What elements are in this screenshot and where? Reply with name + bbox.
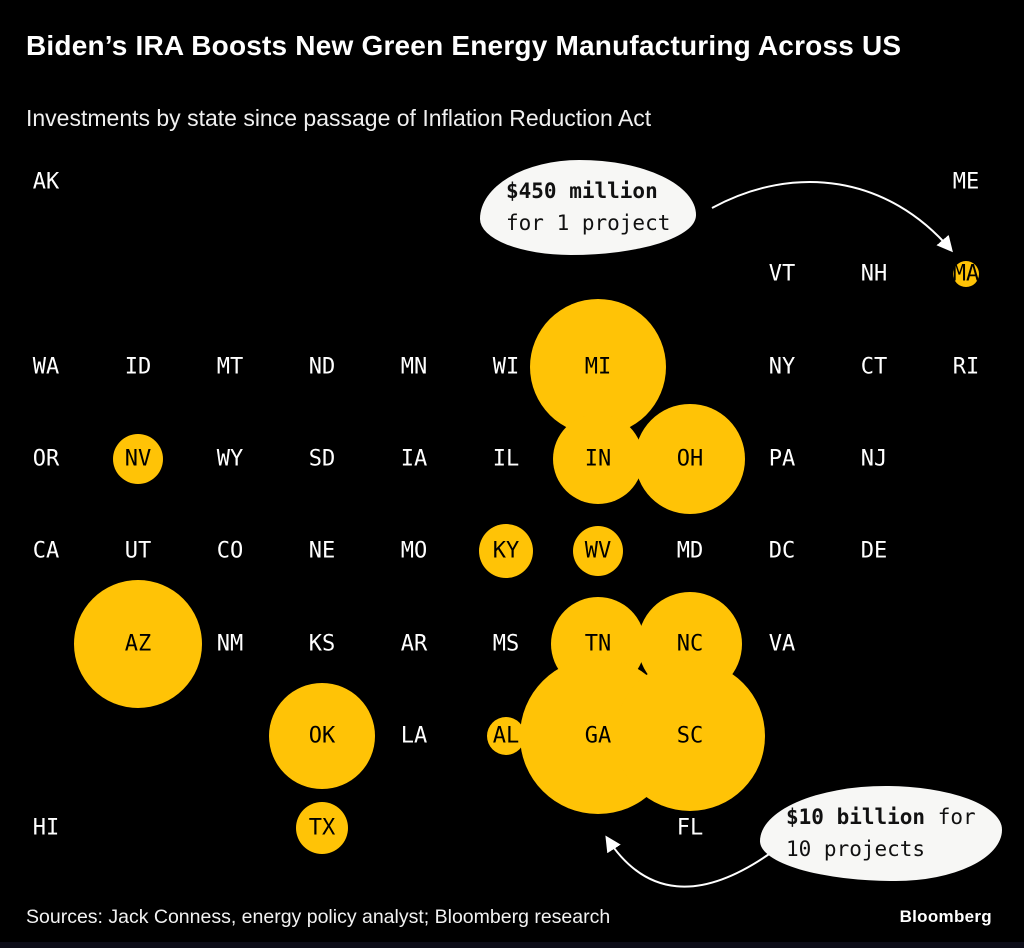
state-label-hi: HI xyxy=(32,815,60,841)
state-label-ga: GA xyxy=(584,723,612,749)
state-label-tx: TX xyxy=(308,815,336,841)
investment-bubble-wv xyxy=(573,526,623,577)
state-label-in: IN xyxy=(584,446,612,472)
bottom-strip xyxy=(0,942,1024,948)
investment-bubble-ok xyxy=(269,682,375,789)
annotation-ga-for: for xyxy=(925,805,976,829)
state-label-ks: KS xyxy=(308,631,336,656)
state-label-ia: IA xyxy=(400,446,428,472)
annotation-ga-detail: 10 projects xyxy=(786,836,926,861)
state-label-wv: WV xyxy=(584,538,612,564)
state-label-nd: ND xyxy=(308,354,336,380)
state-label-ms: MS xyxy=(492,631,520,656)
state-label-ar: AR xyxy=(400,631,428,656)
state-label-pa: PA xyxy=(768,446,796,472)
state-label-mi: MI xyxy=(584,354,612,380)
state-label-ak: AK xyxy=(32,169,60,195)
investment-bubble-tx xyxy=(296,802,348,855)
investment-bubble-ky xyxy=(479,524,533,579)
state-label-oh: OH xyxy=(676,446,704,472)
state-label-va: VA xyxy=(768,631,796,656)
state-label-ok: OK xyxy=(308,723,336,749)
annotation-callout-ma: $450 million for 1 project xyxy=(480,160,697,255)
state-label-wi: WI xyxy=(492,354,520,380)
state-label-dc: DC xyxy=(768,538,796,564)
bloomberg-logo: Bloomberg xyxy=(899,907,992,926)
state-label-tn: TN xyxy=(584,631,612,656)
state-label-il: IL xyxy=(492,446,520,472)
state-label-la: LA xyxy=(400,723,428,749)
state-label-mn: MN xyxy=(400,354,428,380)
annotation-ga-amount: $10 billion xyxy=(786,805,926,829)
investment-bubble-az xyxy=(74,579,202,708)
state-label-ca: CA xyxy=(32,538,60,564)
state-label-or: OR xyxy=(32,446,60,472)
state-label-vt: VT xyxy=(768,261,796,287)
state-label-az: AZ xyxy=(124,631,152,656)
state-label-nc: NC xyxy=(676,631,704,656)
state-label-nh: NH xyxy=(860,261,888,287)
investment-bubble-sc xyxy=(615,660,765,811)
state-label-wa: WA xyxy=(32,354,60,380)
state-label-nm: NM xyxy=(216,631,244,656)
investment-bubble-mi xyxy=(530,298,666,435)
state-label-me: ME xyxy=(952,169,980,195)
investment-bubble-in xyxy=(553,413,643,504)
annotation-callout-ga: $10 billion for 10 projects xyxy=(760,786,1002,881)
state-label-ct: CT xyxy=(860,354,888,380)
state-label-ut: UT xyxy=(124,538,152,564)
state-label-ri: RI xyxy=(952,354,980,380)
state-label-mo: MO xyxy=(400,538,428,564)
state-label-nv: NV xyxy=(124,446,152,472)
investment-bubble-oh xyxy=(635,403,745,514)
state-label-ky: KY xyxy=(492,538,520,564)
investment-bubble-al xyxy=(487,716,525,755)
state-label-de: DE xyxy=(860,538,888,564)
state-label-mt: MT xyxy=(216,354,244,380)
sources-note: Sources: Jack Conness, energy policy ana… xyxy=(26,906,611,928)
state-label-md: MD xyxy=(676,538,704,564)
chart-title: Biden’s IRA Boosts New Green Energy Manu… xyxy=(26,30,902,61)
annotation-ma-detail: for 1 project xyxy=(506,210,671,235)
state-label-wy: WY xyxy=(216,446,244,472)
state-label-fl: FL xyxy=(676,815,704,841)
state-label-ma: MA xyxy=(952,261,980,287)
investment-bubble-ma xyxy=(953,261,979,288)
state-label-ny: NY xyxy=(768,354,796,380)
state-label-sd: SD xyxy=(308,446,336,472)
state-label-ne: NE xyxy=(308,538,336,564)
chart-subtitle: Investments by state since passage of In… xyxy=(26,105,652,131)
state-label-sc: SC xyxy=(676,723,704,749)
annotation-ma-amount: $450 million xyxy=(506,179,658,203)
state-label-id: ID xyxy=(124,354,152,380)
state-label-al: AL xyxy=(492,723,520,749)
state-label-co: CO xyxy=(216,538,244,564)
investment-bubble-nv xyxy=(113,433,163,484)
state-label-nj: NJ xyxy=(860,446,888,472)
